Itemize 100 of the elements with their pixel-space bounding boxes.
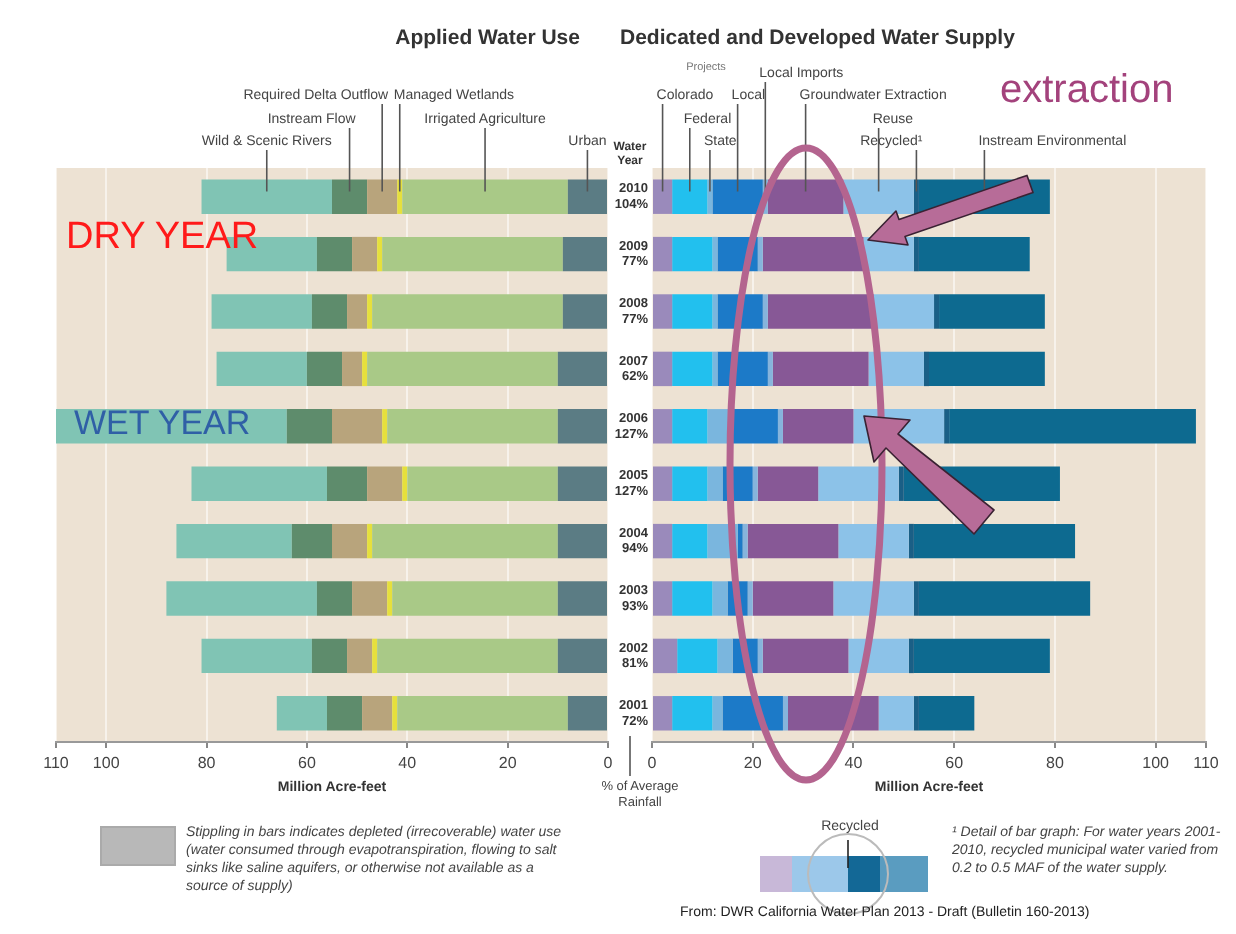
- bar: [782, 696, 788, 731]
- bar: [898, 466, 904, 501]
- bar: [311, 294, 348, 329]
- bar: [176, 523, 292, 559]
- bar: [672, 294, 713, 329]
- bar: [672, 179, 708, 214]
- bar: [387, 409, 558, 444]
- bar: [918, 696, 975, 731]
- bar: [762, 638, 849, 674]
- bar: [672, 351, 713, 387]
- x-tick-label: 110: [43, 754, 70, 773]
- bar: [372, 523, 558, 559]
- bar: [782, 409, 854, 444]
- bar: [286, 409, 332, 444]
- bar: [762, 294, 768, 329]
- bar: [653, 294, 673, 329]
- bar: [913, 523, 1076, 559]
- bar: [332, 523, 368, 559]
- bar: [332, 409, 383, 444]
- x-tick-label: 40: [844, 754, 864, 773]
- bar: [653, 523, 673, 559]
- bar: [913, 236, 919, 272]
- bar: [712, 294, 718, 329]
- bar: [653, 351, 673, 387]
- bar: [201, 638, 312, 674]
- bar: [347, 638, 373, 674]
- bar: [737, 523, 743, 559]
- bar: [672, 523, 708, 559]
- bar: [352, 581, 388, 616]
- bar: [407, 466, 558, 501]
- bar: [712, 351, 718, 387]
- bar: [677, 638, 718, 674]
- bar: [818, 466, 899, 501]
- bar: [913, 638, 1050, 674]
- bar: [342, 351, 363, 387]
- bar: [367, 523, 373, 559]
- bar: [311, 638, 348, 674]
- bar: [712, 179, 763, 214]
- bar: [757, 236, 763, 272]
- bar: [672, 581, 713, 616]
- bar: [191, 466, 327, 501]
- bar: [557, 466, 607, 501]
- bar: [653, 236, 673, 272]
- bar: [367, 351, 558, 387]
- bar: [672, 409, 708, 444]
- bar: [653, 638, 678, 674]
- bar: [767, 294, 874, 329]
- bar: [672, 236, 713, 272]
- bar: [332, 179, 368, 214]
- bar: [211, 294, 312, 329]
- bar: [367, 466, 403, 501]
- bar: [567, 179, 607, 214]
- bar: [908, 523, 914, 559]
- bar: [557, 409, 607, 444]
- bar: [557, 523, 607, 559]
- bar: [757, 466, 819, 501]
- bar: [653, 466, 673, 501]
- bar: [562, 236, 607, 272]
- x-tick-label: 110: [1193, 754, 1220, 773]
- bar: [377, 638, 558, 674]
- bar: [672, 466, 708, 501]
- bar: [567, 696, 607, 731]
- x-tick-label: 100: [92, 754, 121, 773]
- bar: [326, 466, 368, 501]
- bar: [712, 696, 723, 731]
- bar: [653, 409, 673, 444]
- bar: [944, 409, 950, 444]
- x-tick-label: 20: [743, 754, 763, 773]
- bar: [362, 351, 368, 387]
- x-tick-label: 0: [647, 754, 658, 773]
- annotation: WET YEAR: [74, 404, 251, 444]
- bar: [316, 236, 353, 272]
- bar: [372, 638, 378, 674]
- bar: [367, 179, 398, 214]
- bar: [939, 294, 1045, 329]
- bar: [913, 581, 919, 616]
- bar: [913, 179, 919, 214]
- bar: [372, 294, 563, 329]
- x-tick-label: 80: [1046, 754, 1065, 773]
- bar: [767, 351, 773, 387]
- bar: [326, 696, 363, 731]
- bar: [377, 236, 383, 272]
- bar: [873, 294, 935, 329]
- bar: [777, 409, 783, 444]
- x-tick-label: 40: [398, 754, 418, 773]
- bar: [742, 523, 748, 559]
- bar: [913, 696, 919, 731]
- bar: [757, 638, 763, 674]
- bar: [747, 581, 753, 616]
- bar: [934, 294, 940, 329]
- bar: [382, 236, 563, 272]
- bar: [929, 351, 1045, 387]
- bar: [762, 236, 864, 272]
- bar: [908, 638, 914, 674]
- x-tick-label: 80: [197, 754, 217, 773]
- bar: [306, 351, 343, 387]
- bar: [352, 236, 378, 272]
- bar: [923, 351, 929, 387]
- bar: [752, 466, 758, 501]
- bar: [707, 466, 723, 501]
